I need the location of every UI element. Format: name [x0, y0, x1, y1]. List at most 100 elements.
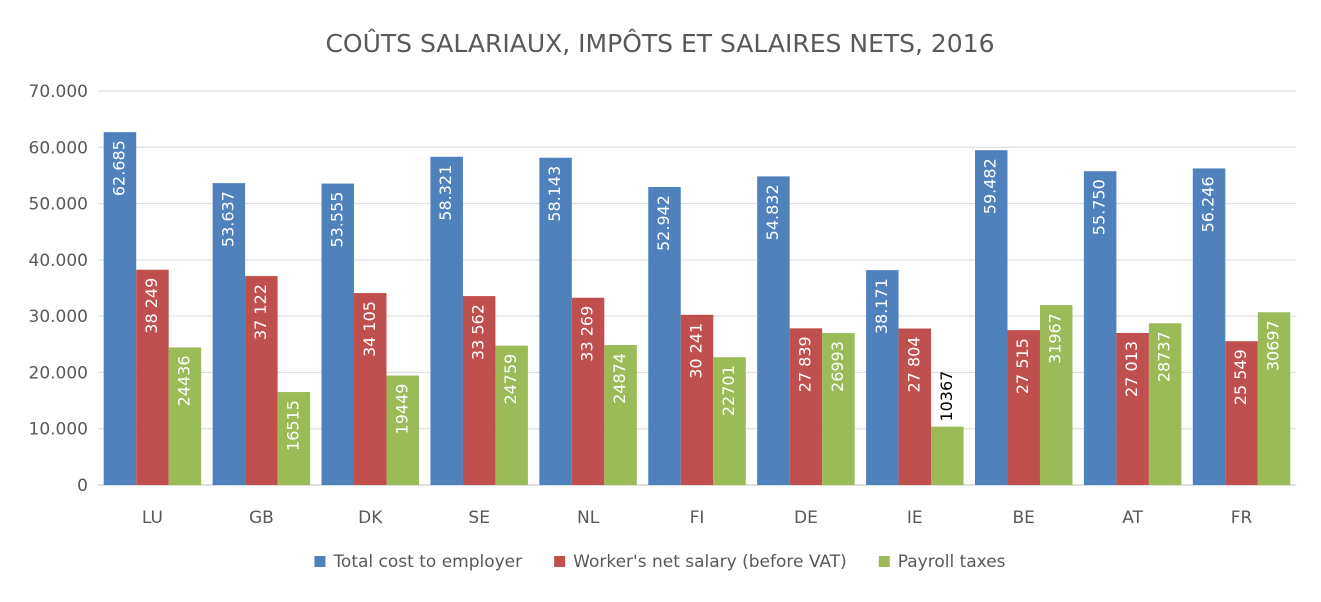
bar [931, 426, 964, 485]
legend-item: Worker's net salary (before VAT) [554, 552, 847, 572]
chart-title: COÛTS SALARIAUX, IMPÔTS ET SALAIRES NETS… [325, 28, 994, 58]
bar [1192, 168, 1226, 485]
bar [1039, 305, 1073, 485]
data-label: 58.321 [436, 165, 455, 221]
legend-item: Total cost to employer [314, 552, 522, 572]
data-label: 28737 [1155, 331, 1174, 382]
bar [1083, 171, 1117, 485]
data-label: 59.482 [981, 158, 1000, 214]
x-tick-label: DE [794, 508, 818, 528]
bar [1257, 312, 1291, 485]
x-tick-label: DK [358, 508, 383, 528]
data-label: 55.750 [1090, 179, 1109, 235]
x-tick-label: FR [1231, 508, 1253, 528]
data-label: 62.685 [109, 140, 128, 196]
legend-label: Payroll taxes [898, 552, 1006, 572]
data-label: 38 249 [142, 278, 161, 334]
bar [212, 183, 246, 485]
x-tick-label: FI [690, 508, 705, 528]
data-label: 53.637 [218, 191, 237, 247]
x-tick-label: SE [468, 508, 490, 528]
bar [571, 297, 605, 485]
bar [713, 357, 746, 485]
y-tick-label: 40.000 [29, 251, 88, 271]
y-tick-label: 0 [77, 476, 88, 496]
data-label: 24874 [610, 353, 629, 404]
bar [321, 183, 355, 485]
x-tick-label: AT [1122, 508, 1143, 528]
bar [386, 375, 420, 485]
data-label: 34 105 [360, 301, 379, 357]
data-label: 33 269 [578, 306, 597, 362]
bar [168, 347, 202, 485]
data-label: 26993 [828, 341, 847, 392]
data-label: 52.942 [654, 195, 673, 251]
data-label: 53.555 [327, 192, 346, 248]
legend-swatch [314, 556, 326, 567]
bar [680, 314, 714, 485]
y-axis-ticks: 0 10.000 20.000 30.000 40.000 50.000 60.000 70.… [29, 82, 88, 496]
data-label: 38.171 [872, 278, 891, 334]
y-tick-label: 50.000 [29, 195, 88, 215]
bar [1148, 323, 1182, 485]
bar [103, 132, 137, 485]
bar [136, 269, 169, 485]
data-label: 27 515 [1013, 338, 1032, 394]
data-label: 31967 [1046, 313, 1065, 364]
bar [430, 156, 463, 485]
y-tick-label: 10.000 [29, 420, 88, 440]
legend-swatch [554, 556, 566, 567]
data-label: 24436 [174, 355, 193, 406]
legend-label: Worker's net salary (before VAT) [573, 552, 847, 572]
legend-item: Payroll taxes [878, 552, 1006, 572]
y-tick-label: 30.000 [29, 307, 88, 327]
bar [354, 293, 387, 485]
legend-label: Total cost to employer [332, 552, 522, 572]
bar [789, 328, 823, 485]
data-label: 56.246 [1199, 176, 1218, 232]
x-tick-label: IE [907, 508, 923, 528]
data-label: 24759 [501, 354, 520, 405]
data-label: 33 562 [469, 304, 488, 360]
data-label: 16515 [283, 400, 302, 451]
y-tick-label: 20.000 [29, 363, 88, 383]
data-label: 27 804 [904, 337, 923, 393]
y-tick-label: 70.000 [29, 82, 88, 102]
bar [757, 176, 790, 485]
data-label: 10367 [937, 371, 956, 422]
bar [822, 333, 855, 485]
legend: Total cost to employer Worker's net salar… [314, 552, 1006, 572]
data-label: 30697 [1264, 320, 1283, 371]
bar [1007, 330, 1040, 485]
data-label: 27 013 [1122, 341, 1141, 397]
legend-swatch [878, 556, 890, 567]
bar [495, 345, 528, 485]
data-label: 37 122 [251, 284, 270, 340]
x-tick-label: BE [1013, 508, 1035, 528]
data-label: 30 241 [687, 323, 706, 379]
y-tick-label: 60.000 [29, 138, 88, 158]
x-axis-categories: LU GB DK SE NL FI DE IE BE AT FR [142, 508, 1253, 528]
x-tick-label: NL [577, 508, 600, 528]
bar [245, 276, 278, 485]
bar [974, 150, 1008, 486]
bars [103, 132, 1291, 486]
bar [462, 296, 496, 485]
x-tick-label: LU [142, 508, 163, 528]
data-label: 58.143 [545, 166, 564, 222]
bar [277, 392, 311, 485]
bar [866, 270, 899, 485]
data-label: 19449 [392, 384, 411, 435]
data-label: 22701 [719, 365, 738, 416]
data-label: 54.832 [763, 184, 782, 240]
data-labels: 62.685 38 249 24436 53.637 37 122 16515 53.555… [109, 140, 1282, 451]
bar [539, 157, 572, 485]
bar [604, 344, 637, 485]
x-tick-label: GB [249, 508, 274, 528]
data-label: 27 839 [795, 336, 814, 392]
bar [898, 328, 932, 485]
bar [648, 187, 681, 485]
data-label: 25 549 [1231, 349, 1250, 405]
